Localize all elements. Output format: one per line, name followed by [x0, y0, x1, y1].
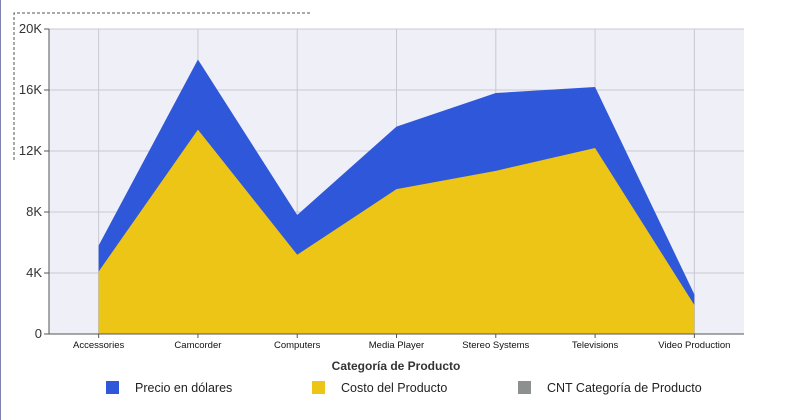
legend-swatch: [312, 381, 325, 394]
y-tick-label: 8K: [26, 204, 42, 219]
x-tick-label: Camcorder: [174, 340, 221, 351]
x-tick-label: Accessories: [73, 340, 124, 351]
y-tick-label: 4K: [26, 265, 42, 280]
y-tick-label: 20K: [19, 21, 42, 36]
legend-label: CNT Categoría de Producto: [547, 381, 702, 395]
legend-label: Precio en dólares: [135, 381, 232, 395]
legend-label: Costo del Producto: [341, 381, 447, 395]
legend-swatch: [106, 381, 119, 394]
x-tick-label: Televisions: [572, 340, 619, 351]
x-tick-label: Video Production: [658, 340, 730, 351]
y-axis-ticks: 0 4K 8K 12K 16K 20K: [19, 21, 49, 341]
y-tick-label: 12K: [19, 143, 42, 158]
x-tick-label: Stereo Systems: [462, 340, 529, 351]
x-tick-label: Media Player: [369, 340, 424, 351]
y-tick-label: 16K: [19, 82, 42, 97]
area-series-2: [98, 129, 695, 334]
x-tick-label: Computers: [274, 340, 321, 351]
legend: Precio en dólares Costo del Producto CNT C…: [106, 381, 702, 395]
legend-swatch: [518, 381, 531, 394]
x-axis-title: Categoría de Producto: [332, 359, 461, 373]
y-tick-label: 0: [35, 326, 42, 341]
x-axis-ticks: Accessories Camcorder Computers Media Playe…: [73, 334, 730, 351]
selection-marquee: [13, 12, 310, 160]
